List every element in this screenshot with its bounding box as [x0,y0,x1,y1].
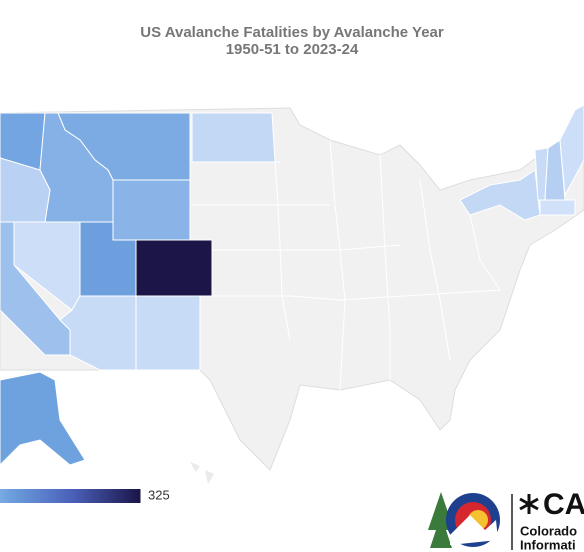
border [469,214,501,291]
border [419,179,451,361]
state [135,295,201,371]
logo-peaks [450,515,498,545]
chart-subtitle: 1950-51 to 2023-24 [226,41,359,58]
logo: CA Colorado Informati [428,488,584,552]
legend-label: 325 [148,487,170,502]
logo-snowflake [519,494,539,514]
state [539,199,576,216]
hawaii [190,462,200,472]
hawaii [205,470,214,484]
chart-title: US Avalanche Fatalities by Avalanche Yea… [140,24,444,41]
legend-bar [0,489,140,503]
state [135,239,213,297]
snow-arm [519,497,539,511]
logo-tree [428,492,454,548]
border [329,139,346,391]
state [191,112,276,163]
border [379,154,391,380]
states [0,104,584,466]
logo-line2: Informati [520,537,576,552]
logo-wordmark: CA [543,488,584,521]
logo-line1: Colorado [520,523,577,538]
border [200,289,501,301]
state [0,157,51,223]
state [0,371,86,466]
state [59,295,137,371]
legend: 325 [0,487,170,503]
state [112,179,191,241]
state [559,104,584,197]
